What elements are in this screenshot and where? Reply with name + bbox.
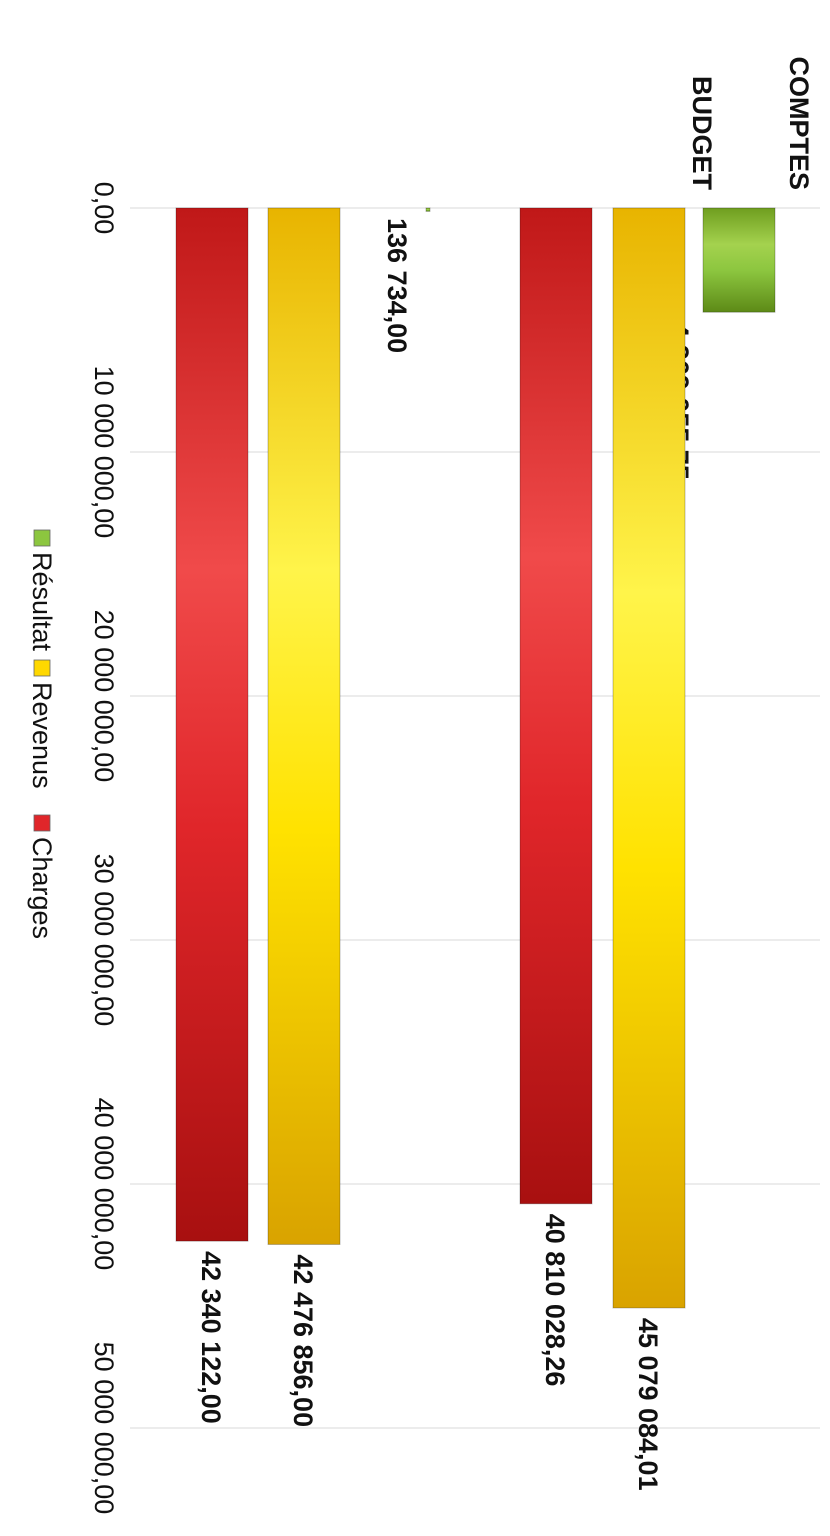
category-label: BUDGET — [687, 76, 717, 191]
value-axis-tick-label: 20 000 000,00 — [89, 610, 119, 783]
data-label: 42 476 856,00 — [288, 1254, 318, 1427]
category-label: COMPTES — [784, 56, 814, 190]
legend-label: Charges — [27, 837, 57, 939]
value-axis-tick-label: 0,00 — [89, 182, 119, 235]
data-label: 136 734,00 — [382, 218, 412, 353]
data-label: 42 340 122,00 — [196, 1251, 226, 1424]
legend-swatch-resultat — [33, 529, 51, 547]
legend-label: Revenus — [27, 682, 57, 789]
legend-swatch-revenus — [33, 659, 51, 677]
bar-charges-comptes[interactable] — [519, 207, 593, 1205]
bar-revenus-budget[interactable] — [267, 207, 341, 1245]
bar-revenus-comptes[interactable] — [612, 207, 686, 1309]
bar-charges-budget[interactable] — [175, 207, 249, 1242]
bar-resultat-comptes[interactable] — [702, 207, 776, 313]
data-label: 45 079 084,01 — [633, 1318, 663, 1491]
value-axis-tick-label: 30 000 000,00 — [89, 854, 119, 1027]
value-axis-tick-label: 10 000 000,00 — [89, 366, 119, 539]
data-label: 40 810 028,26 — [540, 1214, 570, 1387]
value-axis-tick-label: 40 000 000,00 — [89, 1098, 119, 1271]
legend-swatch-charges — [33, 814, 51, 832]
bar-resultat-budget[interactable] — [425, 207, 431, 212]
value-axis-tick-label: 50 000 000,00 — [89, 1342, 119, 1515]
legend-label: Résultat — [27, 552, 57, 652]
